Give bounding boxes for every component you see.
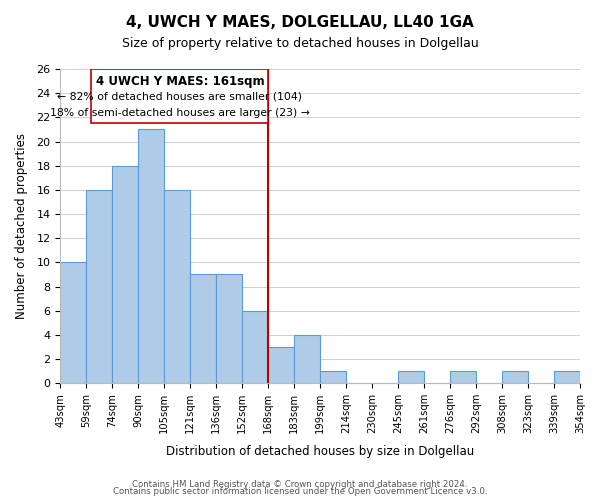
Bar <box>320 371 346 384</box>
Y-axis label: Number of detached properties: Number of detached properties <box>15 133 28 319</box>
Bar <box>216 274 242 384</box>
Bar <box>294 335 320 384</box>
Text: Contains public sector information licensed under the Open Government Licence v3: Contains public sector information licen… <box>113 488 487 496</box>
Bar <box>112 166 138 384</box>
Bar <box>554 371 580 384</box>
Text: Size of property relative to detached houses in Dolgellau: Size of property relative to detached ho… <box>122 38 478 51</box>
Bar <box>164 190 190 384</box>
Bar <box>502 371 528 384</box>
Bar <box>86 190 112 384</box>
Bar <box>450 371 476 384</box>
Text: 4, UWCH Y MAES, DOLGELLAU, LL40 1GA: 4, UWCH Y MAES, DOLGELLAU, LL40 1GA <box>126 15 474 30</box>
Text: ← 82% of detached houses are smaller (104): ← 82% of detached houses are smaller (10… <box>58 92 302 102</box>
FancyBboxPatch shape <box>91 69 268 124</box>
Bar <box>398 371 424 384</box>
Bar <box>138 130 164 384</box>
Bar <box>190 274 216 384</box>
Text: 4 UWCH Y MAES: 161sqm: 4 UWCH Y MAES: 161sqm <box>95 74 264 88</box>
Bar <box>242 311 268 384</box>
X-axis label: Distribution of detached houses by size in Dolgellau: Distribution of detached houses by size … <box>166 444 474 458</box>
Text: 18% of semi-detached houses are larger (23) →: 18% of semi-detached houses are larger (… <box>50 108 310 118</box>
Text: Contains HM Land Registry data © Crown copyright and database right 2024.: Contains HM Land Registry data © Crown c… <box>132 480 468 489</box>
Bar <box>61 262 86 384</box>
Bar <box>268 347 294 384</box>
